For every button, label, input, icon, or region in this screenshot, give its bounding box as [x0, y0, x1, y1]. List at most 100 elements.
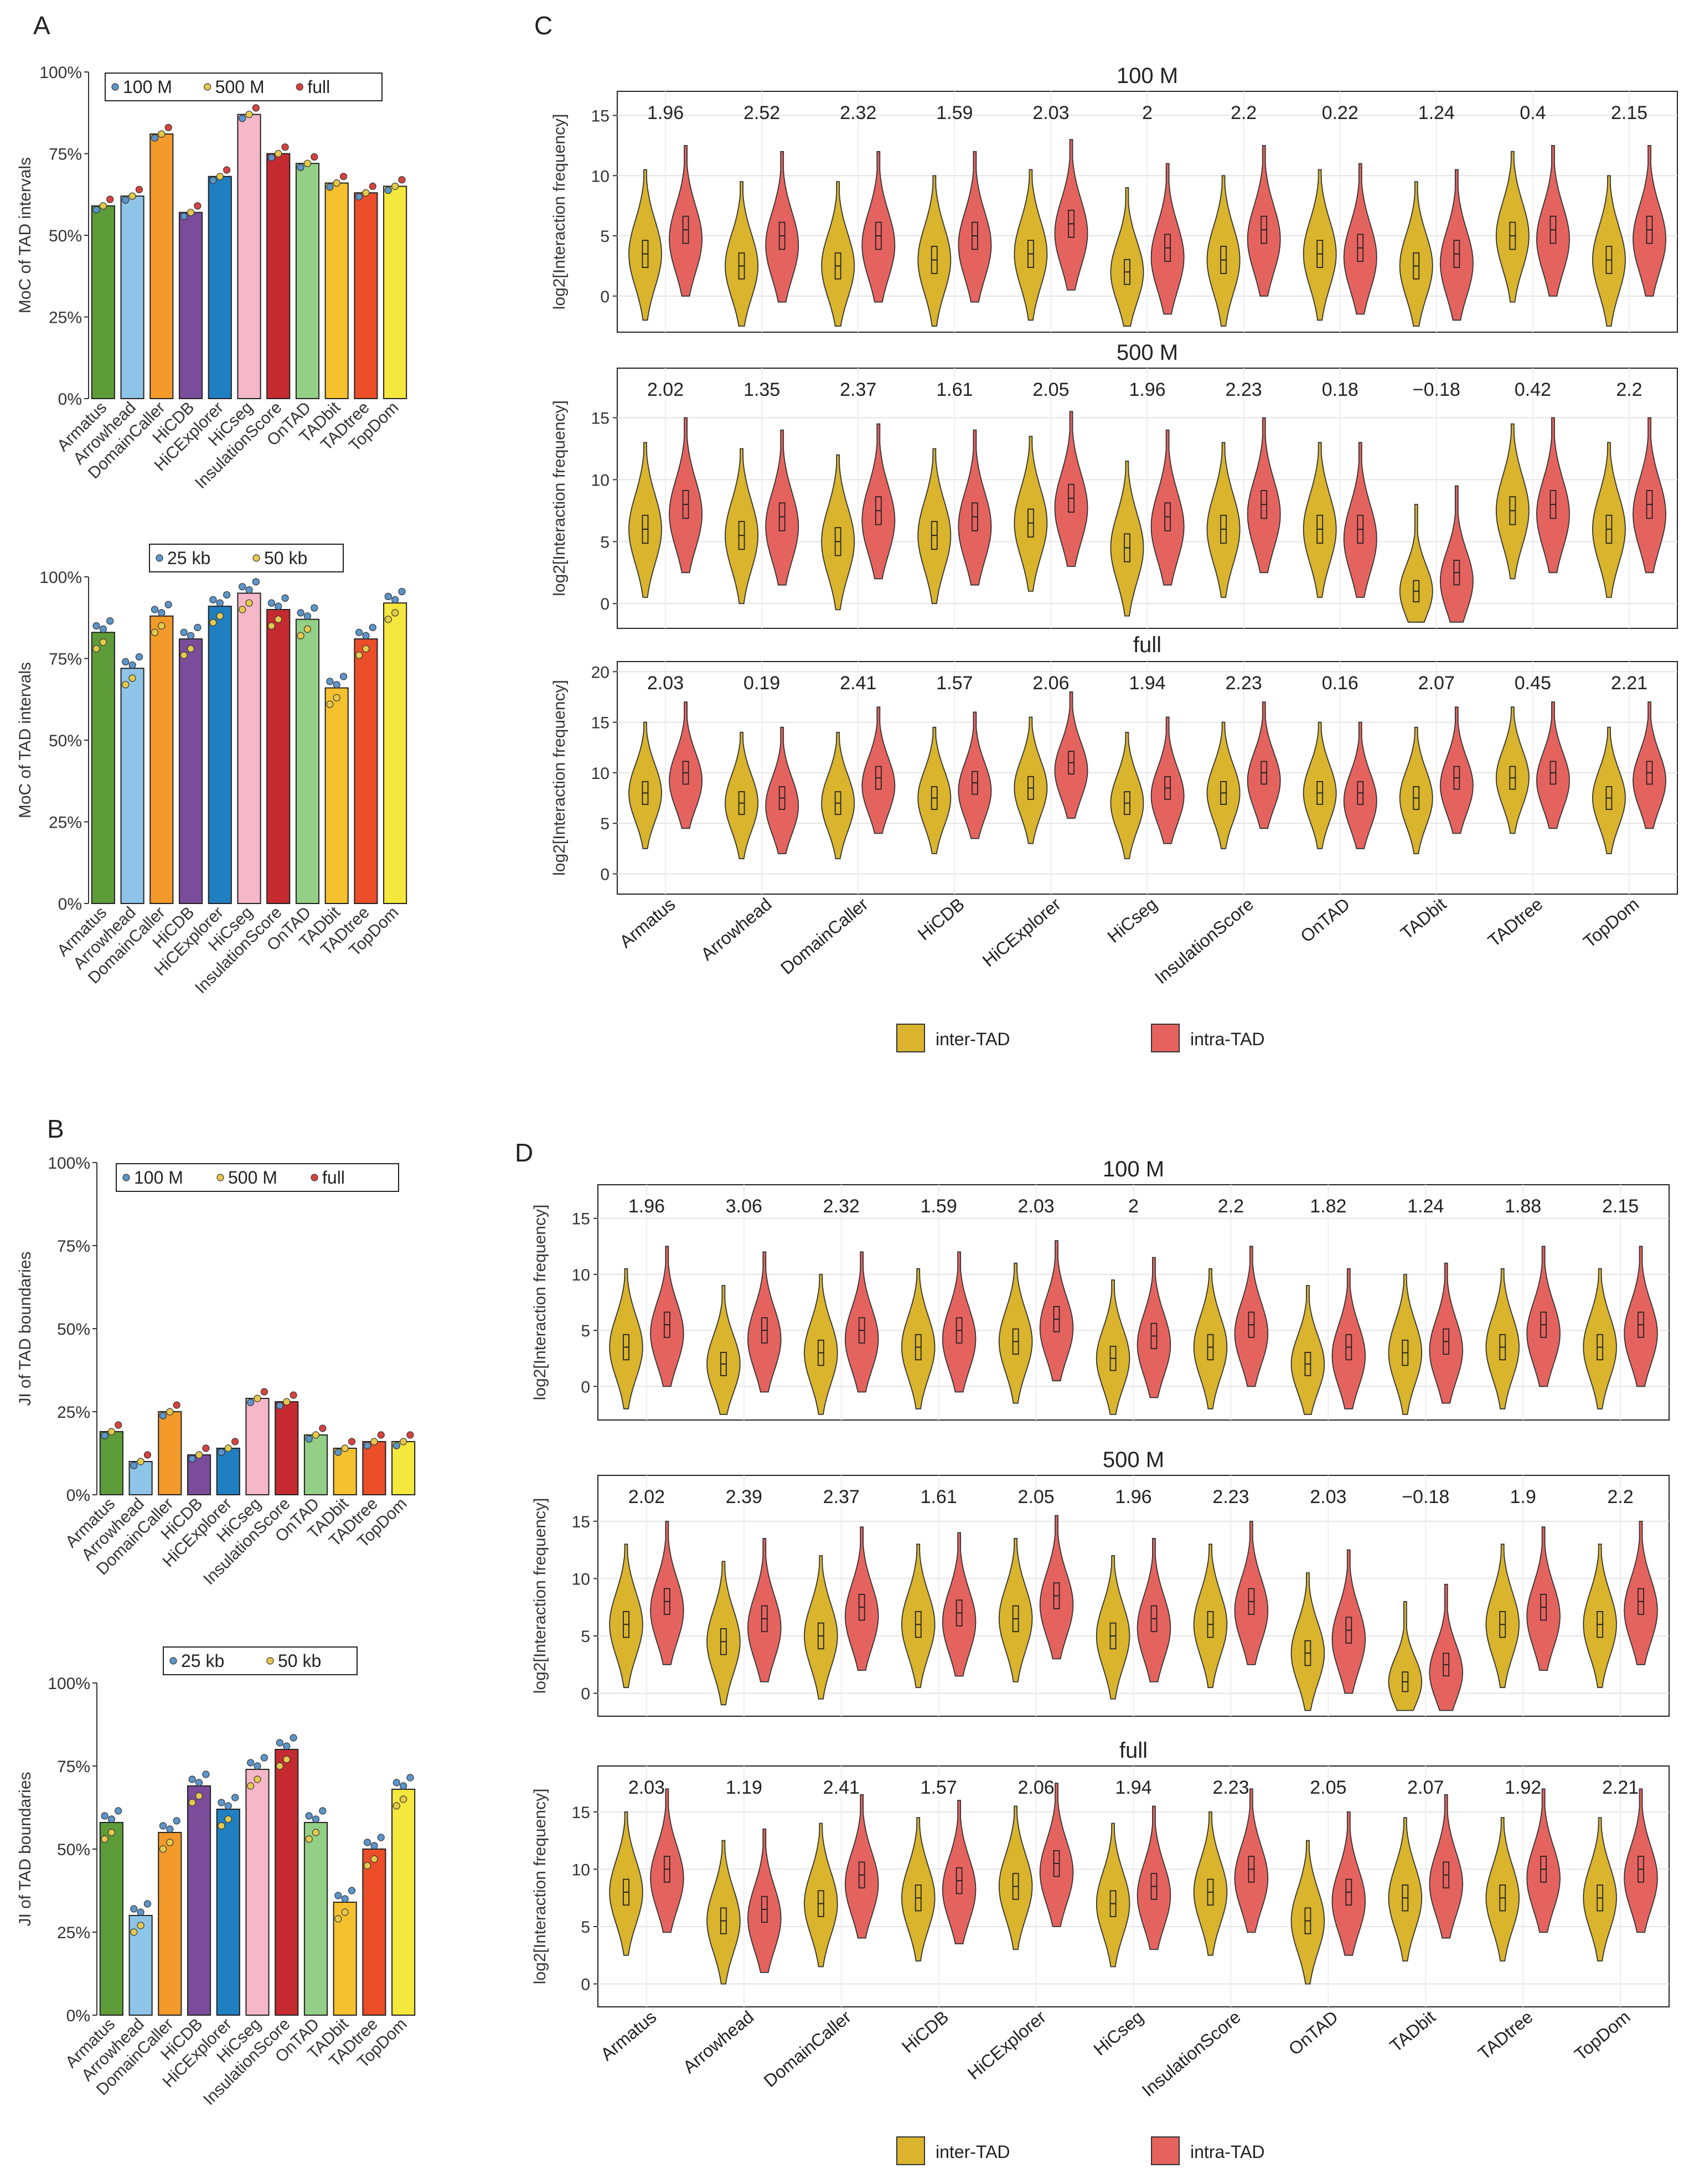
- violin-intra-tad: [1150, 429, 1185, 586]
- violin-inter-tad: [725, 448, 759, 605]
- replicate-point: [400, 1782, 407, 1790]
- effect-size-label: 2.52: [743, 102, 780, 123]
- effect-size-label: 2.41: [823, 1777, 860, 1798]
- violin-inter-tad: [1485, 1268, 1520, 1409]
- violin-inter-tad: [1206, 175, 1241, 327]
- effect-size-label: 2.37: [823, 1486, 860, 1507]
- bar: [187, 1785, 211, 2016]
- bar: [237, 113, 261, 399]
- violin-intra-tad: [1526, 1788, 1561, 1933]
- effect-size-label: 2.05: [1018, 1486, 1054, 1507]
- legend-marker: [266, 1657, 274, 1665]
- replicate-point: [326, 700, 334, 708]
- violin-inter-tad: [1014, 716, 1048, 844]
- replicate-point: [305, 1435, 313, 1443]
- violin-inter-tad: [901, 1817, 936, 1961]
- legend-label: 50 kb: [264, 548, 307, 568]
- replicate-point: [128, 674, 136, 682]
- bar: [237, 592, 261, 904]
- effect-size-label: 1.35: [743, 379, 780, 400]
- violin-intra-tad: [1137, 1537, 1171, 1682]
- effect-size-label: 2.07: [1418, 673, 1455, 694]
- violin-intra-tad: [1137, 1257, 1171, 1398]
- bar: [178, 638, 203, 904]
- violin-inter-tad: [1399, 504, 1433, 623]
- facet-title: 500 M: [1103, 1448, 1164, 1472]
- replicate-point: [369, 623, 376, 632]
- y-tick-label: 75%: [49, 146, 82, 164]
- replicate-point: [384, 592, 392, 601]
- legend-marker: [296, 83, 303, 91]
- bar: [303, 1434, 328, 1495]
- replicate-point: [276, 1739, 283, 1747]
- effect-size-label: 2.06: [1032, 673, 1069, 694]
- legend-label: intra-TAD: [1190, 2142, 1265, 2162]
- effect-size-label: 1.61: [921, 1486, 957, 1507]
- replicate-point: [406, 1774, 414, 1782]
- replicate-point: [406, 1431, 414, 1439]
- legend-label: inter-TAD: [936, 1029, 1010, 1049]
- panel-label-a: A: [33, 11, 50, 40]
- violin-intra-tad: [1439, 485, 1474, 623]
- violin-intra-tad: [765, 726, 799, 854]
- violin-inter-tad: [1592, 175, 1626, 327]
- legend-swatch-intra: [1151, 1024, 1180, 1052]
- violin-intra-tad: [1536, 144, 1570, 297]
- replicate-point: [151, 628, 159, 636]
- violin-intra-tad: [861, 706, 896, 834]
- y-axis-label: JI of TAD boundaries: [16, 1772, 34, 1926]
- replicate-point: [341, 1908, 349, 1916]
- bar: [362, 1441, 386, 1495]
- violin-intra-tad: [650, 1520, 684, 1665]
- bar: [391, 1441, 416, 1495]
- replicate-point: [187, 645, 195, 653]
- violin-inter-tad: [998, 1262, 1033, 1404]
- replicate-point: [151, 134, 159, 142]
- effect-size-label: 1.88: [1505, 1196, 1541, 1217]
- effect-size-label: 2.15: [1602, 1196, 1639, 1217]
- y-tick-label: 0: [600, 288, 610, 306]
- replicate-point: [180, 651, 188, 659]
- violin-intra-tad: [1439, 706, 1474, 834]
- violin-inter-tad: [1583, 1817, 1617, 1961]
- effect-size-label: 2: [1128, 1196, 1139, 1217]
- replicate-point: [122, 196, 130, 204]
- effect-size-label: 2.21: [1611, 673, 1647, 694]
- effect-size-label: 1.61: [936, 379, 973, 400]
- violin-inter-tad: [917, 726, 952, 854]
- violin-intra-tad: [1429, 1583, 1463, 1711]
- legend-label: 50 kb: [278, 1651, 321, 1671]
- violin-inter-tad: [804, 1822, 838, 1968]
- replicate-point: [209, 177, 217, 184]
- replicate-point: [164, 601, 172, 608]
- replicate-point: [363, 1442, 371, 1449]
- legend-marker: [252, 554, 260, 562]
- replicate-point: [391, 596, 399, 603]
- violin-inter-tad: [725, 731, 759, 859]
- violin-inter-tad: [1193, 1811, 1228, 1956]
- replicate-point: [202, 1770, 210, 1778]
- effect-size-label: 2.15: [1611, 102, 1647, 123]
- replicate-point: [187, 632, 195, 639]
- bar: [91, 205, 115, 399]
- violin-intra-tad: [669, 144, 703, 297]
- y-tick-label: 15: [591, 107, 610, 126]
- replicate-point: [312, 1815, 320, 1823]
- facet-title: 100 M: [1117, 64, 1178, 88]
- effect-size-label: 2.02: [628, 1486, 665, 1507]
- violin-inter-tad: [628, 442, 662, 598]
- violin-inter-tad: [1495, 151, 1530, 303]
- legend-label: 500 M: [228, 1168, 277, 1187]
- panel-label-b: B: [47, 1114, 64, 1143]
- replicate-point: [303, 625, 312, 633]
- violin-intra-tad: [1247, 701, 1281, 829]
- violin-inter-tad: [901, 1268, 936, 1409]
- replicate-point: [247, 1398, 255, 1406]
- bar: [120, 195, 144, 399]
- replicate-point: [341, 1895, 349, 1903]
- y-tick-label: 50%: [57, 1841, 90, 1859]
- replicate-point: [99, 638, 107, 646]
- y-axis-label: log2[Interaction frequency]: [550, 680, 569, 876]
- replicate-point: [195, 1792, 203, 1800]
- replicate-point: [195, 1451, 203, 1459]
